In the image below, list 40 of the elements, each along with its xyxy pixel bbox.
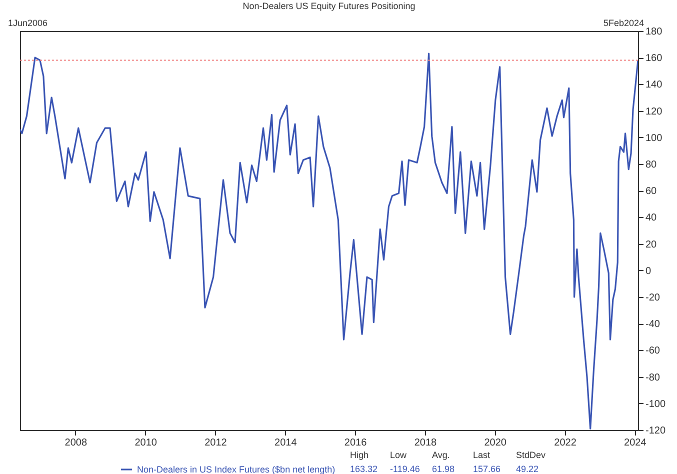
text: Last bbox=[473, 450, 491, 460]
x-tick-label: 2010 bbox=[134, 438, 158, 448]
text: High bbox=[350, 450, 369, 460]
chart-title: Non-Dealers US Equity Futures Positioning bbox=[242, 1, 416, 11]
y-tick-label: -20 bbox=[646, 292, 660, 304]
x-tick-label: 2020 bbox=[484, 438, 507, 448]
text: 1Jun2006 bbox=[8, 18, 48, 28]
y-tick-label: -40 bbox=[646, 319, 660, 330]
line-series bbox=[20, 52, 638, 430]
text: StdDev bbox=[516, 450, 546, 460]
x-tick-label: 2008 bbox=[64, 438, 88, 448]
y-tick-label: 180 bbox=[646, 26, 663, 38]
y-tick-label: 80 bbox=[646, 160, 658, 170]
x-tick-label: 2024 bbox=[624, 438, 647, 448]
y-tick-label: 120 bbox=[646, 106, 663, 118]
text: 157.66 bbox=[473, 464, 501, 474]
y-tick-label: -100 bbox=[646, 398, 666, 410]
x-tick-label: 2022 bbox=[554, 438, 577, 448]
legend-label: Non-Dealers in US Index Futures ($bn net length) bbox=[137, 464, 336, 474]
text: 5Feb2024 bbox=[603, 18, 644, 28]
y-tick-label: 160 bbox=[646, 53, 663, 64]
text: 49.22 bbox=[516, 464, 539, 474]
text: 61.98 bbox=[432, 464, 455, 474]
y-tick-label: -120 bbox=[646, 426, 666, 436]
y-tick-label: -60 bbox=[646, 346, 660, 357]
y-tick-label: 60 bbox=[646, 186, 658, 198]
x-tick-label: 2016 bbox=[344, 438, 368, 448]
y-tick-label: 20 bbox=[646, 239, 658, 250]
text: Low bbox=[390, 450, 408, 460]
text: Avg. bbox=[432, 450, 450, 460]
text: -119.46 bbox=[390, 464, 420, 474]
y-tick-label: 40 bbox=[646, 212, 658, 224]
text: 163.32 bbox=[350, 464, 378, 474]
x-tick-label: 2018 bbox=[414, 438, 438, 448]
y-tick-label: 0 bbox=[646, 266, 652, 277]
x-tick-label: 2014 bbox=[274, 438, 298, 448]
y-tick-label: 140 bbox=[646, 80, 663, 91]
x-tick-label: 2012 bbox=[204, 438, 228, 448]
y-tick-label: -80 bbox=[646, 372, 660, 384]
y-tick-label: 100 bbox=[646, 132, 663, 144]
